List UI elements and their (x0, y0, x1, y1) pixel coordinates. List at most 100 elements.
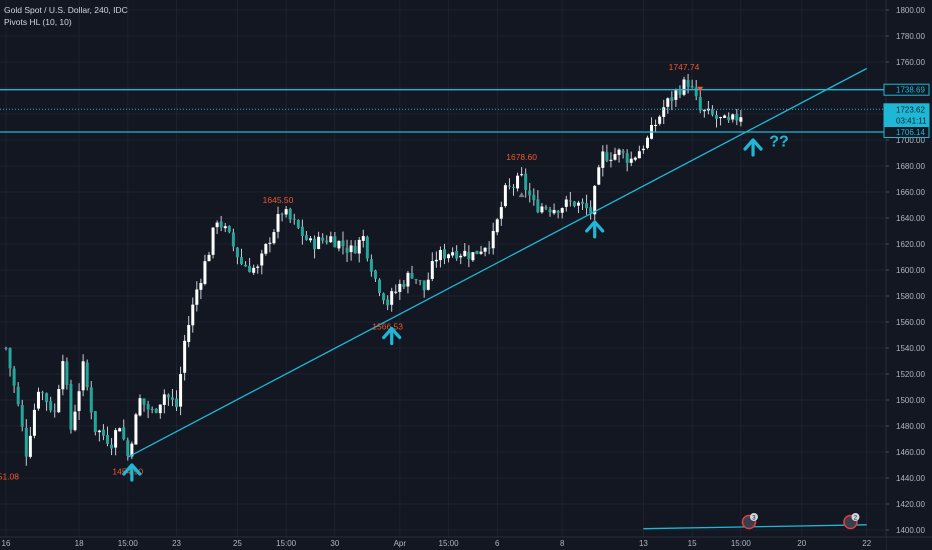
candle-body (455, 251, 459, 259)
candle-body (32, 409, 36, 436)
candle-body (483, 247, 487, 252)
candle-body (296, 220, 300, 228)
price-tag (883, 103, 930, 127)
candle-body (256, 266, 260, 268)
indicator-title[interactable]: Pivots HL (10, 10) (4, 17, 72, 27)
candle-body (674, 90, 678, 100)
candle-body (617, 149, 621, 155)
candle-body (459, 255, 463, 258)
candle-body (406, 272, 410, 287)
time-tick-label: 20 (797, 539, 806, 548)
candle-body (568, 200, 572, 202)
time-axis-background (0, 537, 886, 550)
candle-body (284, 209, 288, 215)
time-tick-label: 15 (688, 539, 697, 548)
candle-body (447, 254, 451, 259)
candle-body (516, 175, 520, 189)
time-tick-label: 30 (330, 539, 339, 548)
candle-body (349, 245, 353, 253)
candle-body (731, 114, 735, 120)
up-arrow-icon (585, 220, 605, 239)
candle-body (77, 391, 81, 411)
pivot-label: 451.08 (0, 472, 19, 482)
time-tick-label: 15:00 (731, 539, 752, 548)
candle-body (621, 150, 625, 153)
candle-body (150, 409, 154, 411)
candle-body (585, 203, 589, 209)
candle-body (317, 236, 321, 249)
candle-body (520, 174, 524, 176)
pivot-label: 1566.53 (372, 322, 403, 332)
price-tick-label: 1420.00 (896, 500, 925, 509)
candle-body (304, 235, 308, 240)
candle-body (211, 227, 215, 255)
candle-body (710, 109, 714, 115)
up-arrow-icon (122, 463, 142, 482)
event-count-label: 3 (752, 516, 756, 522)
candle-body (560, 208, 564, 213)
candle-body (536, 199, 540, 213)
candle-body (467, 252, 471, 259)
grid-layer (0, 0, 885, 537)
time-tick-label: 18 (75, 539, 84, 548)
candle-body (57, 389, 61, 413)
event-count-label: 2 (854, 516, 858, 522)
candle-body (609, 159, 613, 161)
candle-body (8, 348, 12, 369)
candle-body (434, 259, 438, 262)
candle-body (471, 252, 475, 261)
candle-body (479, 251, 483, 254)
candle-body (142, 398, 146, 405)
candle-body (390, 291, 394, 305)
candle-body (552, 209, 556, 214)
event-icon: 3 (741, 513, 758, 530)
pivot-label: 1645.50 (263, 195, 294, 205)
price-tick-label: 1500.00 (896, 396, 925, 405)
price-axis-background (886, 0, 932, 550)
candle-body (544, 207, 548, 209)
candle-body (641, 148, 645, 151)
time-tick-label: 22 (862, 539, 871, 548)
price-tick-label: 1760.00 (896, 58, 925, 67)
candle-body (325, 240, 329, 243)
candle-body (309, 238, 312, 241)
candle-body (589, 207, 593, 214)
candle-body (24, 427, 28, 457)
candle-body (499, 207, 503, 219)
candle-body (532, 194, 536, 201)
candle-body (264, 243, 268, 254)
candle-body (422, 280, 426, 291)
candle-body (280, 213, 284, 215)
candle-body (101, 429, 105, 436)
pivot-label: 1678.60 (506, 152, 537, 162)
candle-body (382, 293, 386, 301)
candle-body (593, 185, 597, 215)
candle-body (564, 199, 568, 207)
candle-body (154, 408, 158, 413)
price-tick-label: 1440.00 (896, 474, 925, 483)
price-tick-label: 1540.00 (896, 344, 925, 353)
candle-body (16, 386, 20, 405)
symbol-title[interactable]: Gold Spot / U.S. Dollar, 240, IDC (4, 5, 128, 15)
time-tick-label: 13 (639, 539, 648, 548)
candle-body (540, 206, 544, 213)
candle-body (231, 232, 235, 247)
price-tick-label: 1780.00 (896, 32, 925, 41)
candle-body (613, 154, 617, 160)
candle-body (207, 254, 211, 262)
candle-body (248, 265, 252, 273)
candle-body (118, 428, 122, 432)
candle-body (357, 239, 361, 254)
price-tag (883, 83, 930, 96)
candle-body (491, 230, 495, 249)
candle-body (73, 411, 77, 431)
candle-body (329, 236, 333, 243)
candle-body (292, 218, 296, 220)
candle-body (601, 151, 605, 168)
candle-body (430, 261, 434, 279)
candle-body (235, 247, 239, 258)
candle-body (442, 249, 446, 259)
